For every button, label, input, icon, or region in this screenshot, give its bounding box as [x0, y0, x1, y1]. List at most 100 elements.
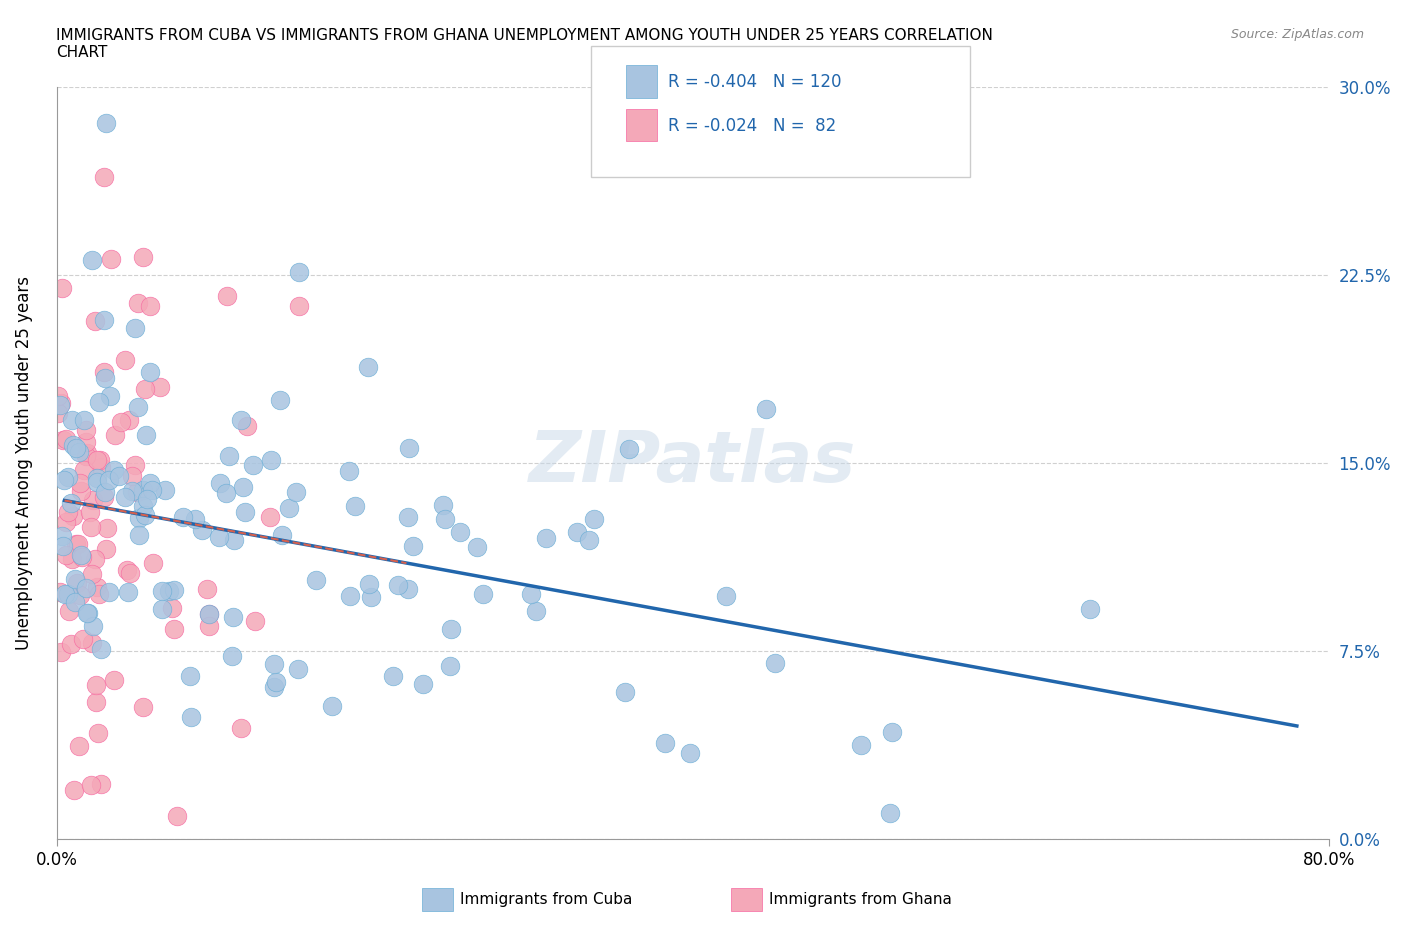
Point — [73, 412, 96, 427]
Point — [84, 694, 107, 709]
Point — [76, 605, 98, 620]
Point — [440, 621, 463, 636]
Point — [103, 672, 125, 687]
Point — [72, 631, 94, 646]
Point — [139, 365, 162, 379]
Point — [208, 530, 231, 545]
Point — [127, 296, 149, 311]
Point — [232, 479, 254, 494]
Point — [67, 537, 90, 551]
Point — [76, 445, 98, 460]
Text: Immigrants from Ghana: Immigrants from Ghana — [769, 892, 952, 907]
Point — [215, 485, 238, 500]
Point — [128, 511, 150, 525]
Point — [449, 525, 471, 539]
Point — [73, 463, 96, 478]
Point — [70, 550, 93, 565]
Point — [94, 371, 117, 386]
Point — [69, 484, 91, 498]
Point — [180, 710, 202, 724]
Point — [66, 576, 89, 591]
Point — [321, 698, 343, 713]
Point — [396, 510, 419, 525]
Point — [231, 721, 253, 736]
Point — [94, 485, 117, 499]
Point — [80, 520, 103, 535]
Point — [110, 415, 132, 430]
Point — [135, 492, 157, 507]
Point — [184, 512, 207, 526]
Point — [271, 528, 294, 543]
Point — [89, 453, 111, 468]
Point — [139, 475, 162, 490]
Point — [243, 614, 266, 629]
Point — [90, 642, 112, 657]
Point — [80, 635, 103, 650]
Text: Source: ZipAtlas.com: Source: ZipAtlas.com — [1230, 28, 1364, 41]
Point — [287, 264, 309, 279]
Point — [357, 359, 380, 374]
Point — [582, 512, 605, 527]
Point — [93, 489, 115, 504]
Point — [51, 395, 73, 410]
Point — [222, 533, 245, 548]
Point — [152, 602, 174, 617]
Text: Immigrants from Cuba: Immigrants from Cuba — [460, 892, 633, 907]
Point — [198, 606, 221, 621]
Point — [75, 434, 97, 449]
Point — [166, 808, 188, 823]
Point — [62, 782, 84, 797]
Point — [86, 579, 108, 594]
Point — [305, 572, 328, 587]
Point — [98, 388, 121, 403]
Point — [75, 449, 97, 464]
Point — [75, 423, 97, 438]
Point — [56, 504, 79, 519]
Point — [278, 501, 301, 516]
Point — [59, 495, 82, 510]
Point — [90, 459, 112, 474]
Point — [53, 587, 76, 602]
Point — [87, 725, 110, 740]
Point — [51, 281, 73, 296]
Point — [467, 540, 489, 555]
Point — [46, 388, 69, 403]
Point — [121, 469, 143, 484]
Point — [55, 548, 77, 563]
Point — [100, 252, 122, 267]
Point — [124, 458, 146, 472]
Point — [90, 777, 112, 791]
Point — [62, 509, 84, 524]
Point — [93, 312, 115, 327]
Point — [63, 594, 86, 609]
Point — [98, 585, 121, 600]
Point — [65, 536, 87, 551]
Point — [97, 472, 120, 487]
Point — [222, 610, 245, 625]
Point — [387, 578, 409, 592]
Point — [127, 485, 149, 499]
Point — [82, 253, 104, 268]
Point — [263, 679, 285, 694]
Point — [714, 588, 737, 603]
Point — [613, 684, 636, 699]
Point — [60, 551, 83, 566]
Point — [471, 587, 494, 602]
Point — [191, 523, 214, 538]
Point — [55, 514, 77, 529]
Point — [82, 492, 104, 507]
Point — [198, 606, 221, 621]
Y-axis label: Unemployment Among Youth under 25 years: Unemployment Among Youth under 25 years — [15, 276, 32, 650]
Point — [65, 440, 87, 455]
Point — [69, 476, 91, 491]
Point — [524, 604, 547, 618]
Point — [86, 453, 108, 468]
Point — [107, 469, 129, 484]
Point — [52, 538, 75, 553]
Point — [67, 738, 90, 753]
Point — [118, 413, 141, 428]
Point — [284, 485, 307, 499]
Point — [87, 395, 110, 410]
Point — [80, 567, 103, 582]
Point — [157, 584, 180, 599]
